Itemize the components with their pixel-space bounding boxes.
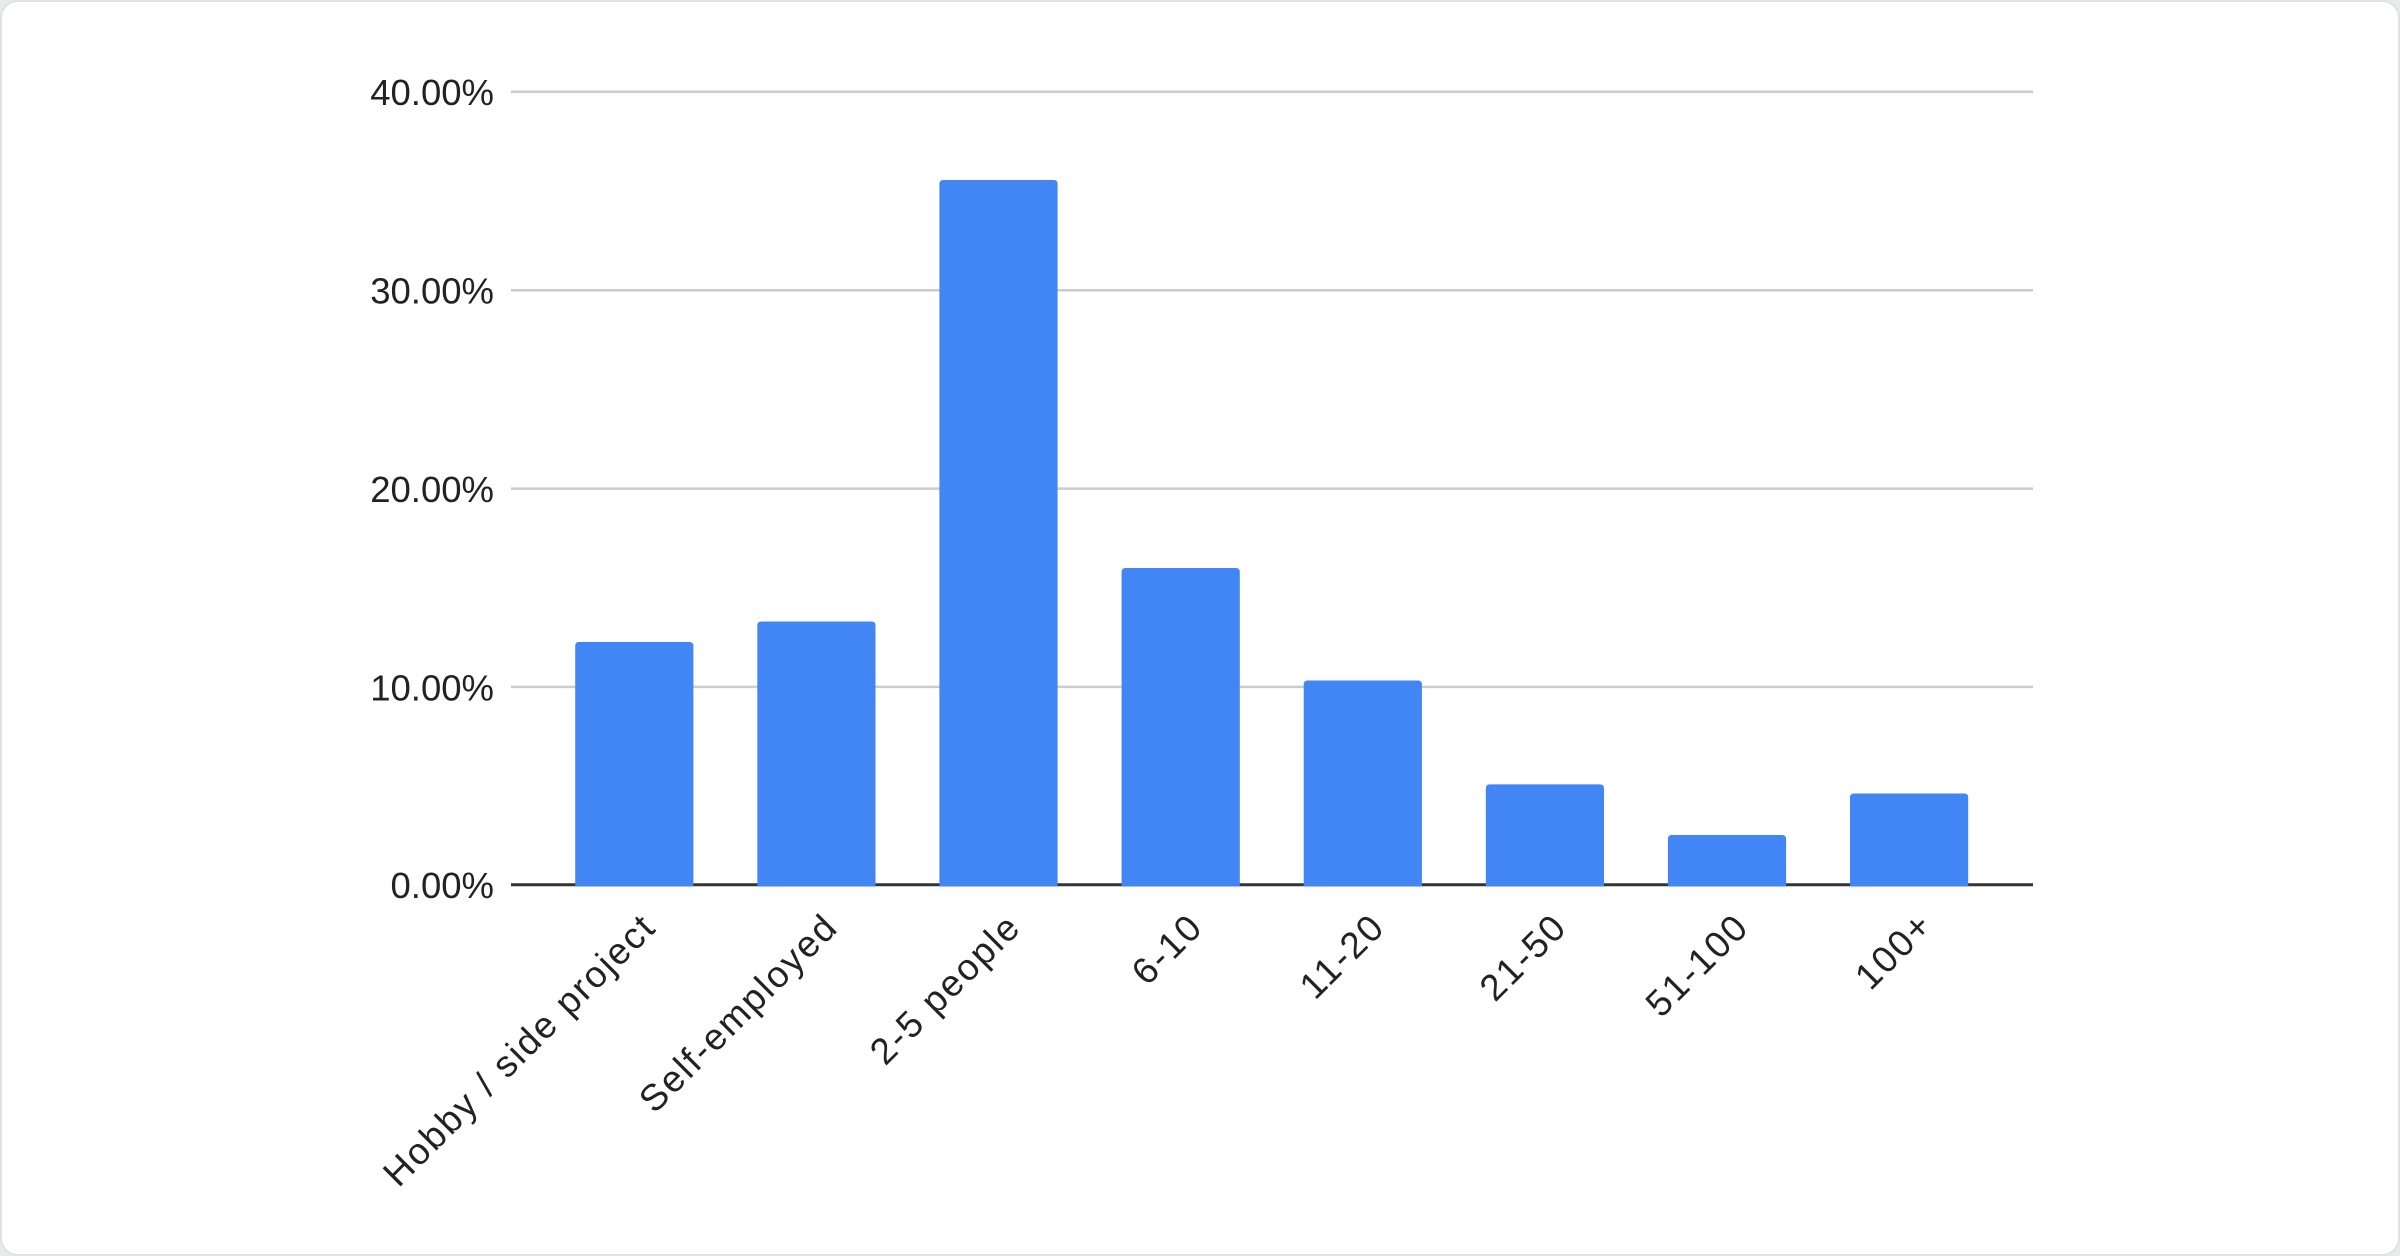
svg-text:Self-employed: Self-employed [631, 906, 846, 1121]
svg-text:0.00%: 0.00% [391, 865, 495, 906]
svg-text:11-20: 11-20 [1292, 906, 1393, 1007]
svg-text:100+: 100+ [1847, 904, 1941, 998]
svg-text:40.00%: 40.00% [370, 72, 494, 113]
svg-text:10.00%: 10.00% [370, 667, 494, 708]
svg-text:21-50: 21-50 [1472, 906, 1575, 1009]
svg-text:30.00%: 30.00% [370, 271, 494, 312]
svg-text:51-100: 51-100 [1638, 906, 1757, 1025]
svg-text:Hobby / side project: Hobby / side project [375, 906, 664, 1195]
svg-text:20.00%: 20.00% [370, 469, 494, 510]
svg-text:2-5 people: 2-5 people [862, 906, 1029, 1073]
svg-text:6-10: 6-10 [1124, 906, 1211, 993]
